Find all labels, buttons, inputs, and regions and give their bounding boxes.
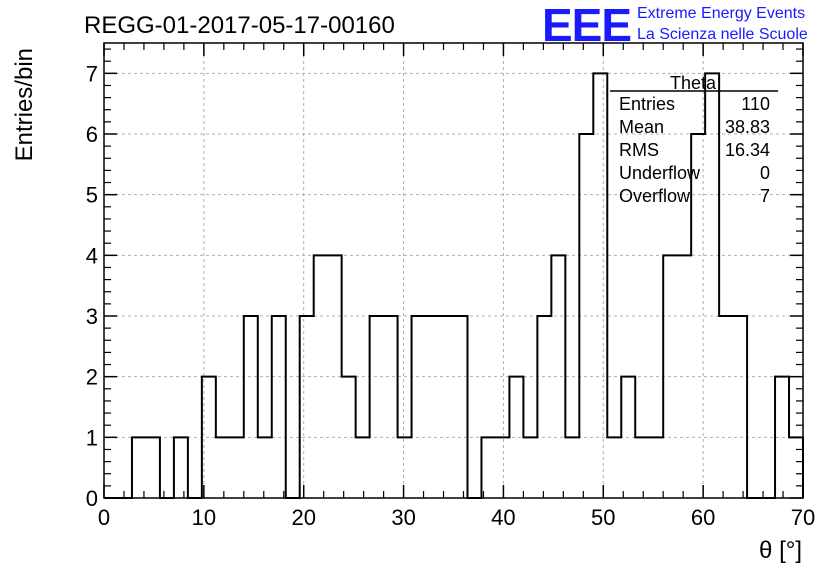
y-tick-label: 0 bbox=[86, 486, 98, 511]
logo-line-1: Extreme Energy Events bbox=[637, 5, 805, 22]
stats-label: Mean bbox=[619, 117, 664, 137]
x-tick-label: 70 bbox=[791, 505, 815, 530]
stats-title: Theta bbox=[670, 73, 717, 93]
plot-frame bbox=[103, 42, 804, 499]
stats-value: 7 bbox=[760, 186, 770, 206]
stats-value: 38.83 bbox=[725, 117, 770, 137]
x-tick-label: 0 bbox=[98, 505, 110, 530]
stats-label: RMS bbox=[619, 140, 659, 160]
logo-mark: EEE bbox=[542, 0, 631, 51]
grid bbox=[104, 43, 803, 498]
stats-value: 0 bbox=[760, 163, 770, 183]
x-tick-label: 20 bbox=[291, 505, 315, 530]
histogram-series-line bbox=[104, 72, 804, 499]
x-tick-label: 50 bbox=[591, 505, 615, 530]
y-tick-labels: 0 1 2 3 4 5 6 7 bbox=[86, 61, 98, 511]
y-tick-label: 3 bbox=[86, 304, 98, 329]
stats-box: Theta Entries 110 Mean 38.83 RMS 16.34 Underfl… bbox=[610, 73, 778, 206]
stats-rows: Entries 110 Mean 38.83 RMS 16.34 Underflow 0 Ove… bbox=[619, 94, 770, 206]
stats-label: Entries bbox=[619, 94, 675, 114]
stats-label: Overflow bbox=[619, 186, 691, 206]
axis-ticks bbox=[103, 43, 804, 499]
x-tick-label: 40 bbox=[491, 505, 515, 530]
stats-label: Underflow bbox=[619, 163, 701, 183]
y-tick-label: 5 bbox=[86, 183, 98, 208]
x-tick-label: 60 bbox=[691, 505, 715, 530]
y-tick-label: 2 bbox=[86, 365, 98, 390]
y-axis-title: Entries/bin bbox=[11, 48, 38, 161]
stats-value: 110 bbox=[741, 94, 770, 114]
y-tick-label: 1 bbox=[86, 425, 98, 450]
x-tick-label: 30 bbox=[391, 505, 415, 530]
chart-title: REGG-01-2017-05-17-00160 bbox=[84, 12, 395, 39]
y-tick-label: 6 bbox=[86, 122, 98, 147]
stats-value: 16.34 bbox=[725, 140, 770, 160]
x-tick-label: 10 bbox=[192, 505, 216, 530]
x-tick-labels: 0 10 20 30 40 50 60 70 bbox=[98, 505, 815, 530]
y-tick-label: 7 bbox=[86, 61, 98, 86]
eee-logo: EEE Extreme Energy Events La Scienza nel… bbox=[542, 0, 808, 51]
x-axis-title: θ [°] bbox=[759, 537, 802, 564]
y-tick-label: 4 bbox=[86, 243, 98, 268]
logo-line-2: La Scienza nelle Scuole bbox=[637, 26, 808, 43]
